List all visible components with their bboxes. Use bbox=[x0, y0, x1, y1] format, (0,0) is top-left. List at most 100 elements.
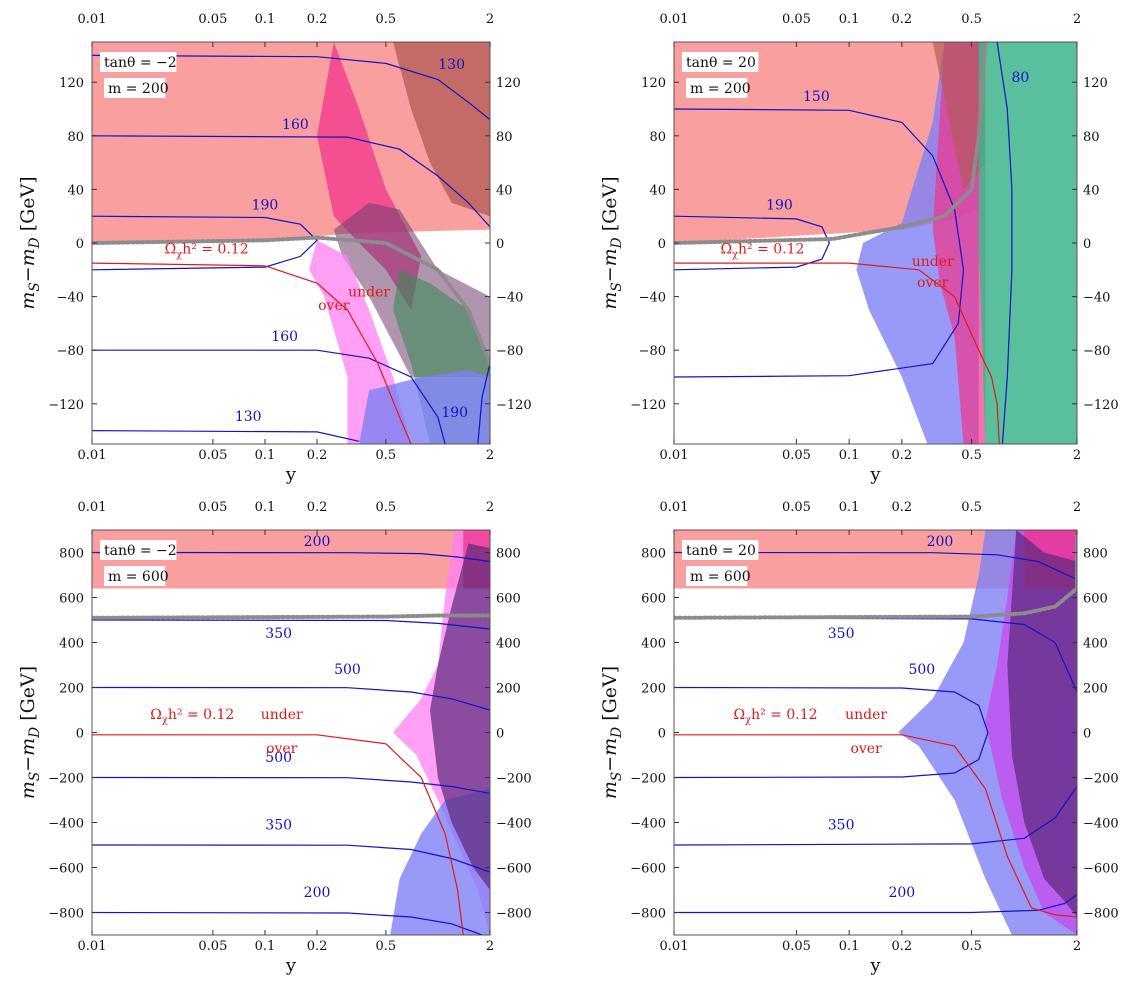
curve-label-3: 500 bbox=[908, 662, 935, 678]
x-axis-label: y bbox=[869, 955, 881, 976]
y-tick-label-right-3: 400 bbox=[496, 637, 521, 652]
curve-label-3: 500 bbox=[334, 662, 361, 678]
annotation-box-1 bbox=[682, 540, 759, 560]
plot-area: 200 350 500 500 350 200 Ωχh² = 0.12 under over bbox=[92, 530, 490, 935]
x-tick-label-top-4: 0.2 bbox=[892, 500, 913, 515]
y-tick-label-left-7: −120 bbox=[630, 398, 666, 413]
y-tick-label-left-5: 0 bbox=[658, 727, 666, 742]
annotation-box-2 bbox=[686, 566, 748, 586]
y-tick-label-left-1: 800 bbox=[641, 547, 666, 562]
y-tick-label-right-8: −600 bbox=[496, 862, 532, 877]
excluded-region-1 bbox=[674, 530, 1077, 589]
curve-label-8: under bbox=[348, 285, 390, 301]
contour-line-5 bbox=[92, 430, 360, 442]
curve-label-9: over bbox=[266, 741, 298, 757]
x-tick-label-bottom-6: 2 bbox=[486, 939, 494, 954]
curve-label-5: under bbox=[912, 254, 954, 270]
x-tick-label-bottom-3: 0.1 bbox=[839, 939, 860, 954]
y-tick-label-left-1: 120 bbox=[59, 76, 84, 91]
y-tick-label-left-2: 600 bbox=[59, 592, 84, 607]
x-tick-label-top-2: 0.05 bbox=[782, 500, 811, 515]
y-tick-label-right-2: 80 bbox=[496, 130, 513, 145]
y-tick-label-right-6: −80 bbox=[1083, 344, 1110, 359]
x-tick-label-top-6: 2 bbox=[486, 500, 494, 515]
y-tick-label-left-3: 400 bbox=[59, 637, 84, 652]
annotation-text-1: tanθ = 20 bbox=[686, 543, 756, 559]
y-tick-label-right-4: 200 bbox=[496, 682, 521, 697]
contour-line-6 bbox=[674, 734, 1077, 918]
contour-line-4 bbox=[92, 349, 446, 444]
x-tick-label-top-6: 2 bbox=[486, 12, 494, 27]
x-axis-label: y bbox=[869, 464, 881, 485]
curve-label-5: 350 bbox=[265, 817, 292, 833]
y-tick-label-left-4: 0 bbox=[76, 237, 84, 252]
x-tick-label-top-3: 0.1 bbox=[839, 12, 860, 27]
annotation-text-1: tanθ = 20 bbox=[686, 55, 756, 71]
curve-label-4: Ωχh² = 0.12 bbox=[720, 242, 804, 261]
excluded-region-7 bbox=[359, 370, 490, 444]
x-tick-label-bottom-1: 0.01 bbox=[78, 448, 107, 463]
y-tick-label-right-1: 800 bbox=[496, 547, 521, 562]
y-tick-label-right-4: 0 bbox=[496, 237, 504, 252]
y-tick-label-right-4: 200 bbox=[1083, 682, 1108, 697]
x-tick-label-top-2: 0.05 bbox=[782, 12, 811, 27]
y-tick-label-right-7: −120 bbox=[1083, 398, 1119, 413]
contour-line-1 bbox=[674, 551, 1077, 581]
y-tick-label-left-2: 80 bbox=[649, 130, 666, 145]
x-tick-label-top-1: 0.01 bbox=[78, 12, 107, 27]
curve-label-3: 190 bbox=[252, 198, 279, 214]
curve-label-8: under bbox=[261, 707, 303, 723]
y-tick-label-left-4: 0 bbox=[658, 237, 666, 252]
dotted-boundary bbox=[92, 613, 490, 620]
y-tick-label-left-5: −40 bbox=[639, 291, 666, 306]
x-tick-label-top-5: 0.5 bbox=[376, 12, 397, 27]
y-tick-label-left-6: −200 bbox=[48, 772, 84, 787]
x-tick-label-bottom-5: 0.5 bbox=[376, 939, 397, 954]
x-tick-label-bottom-3: 0.1 bbox=[255, 939, 276, 954]
curve-label-4: 160 bbox=[271, 329, 298, 345]
excluded-region-3 bbox=[393, 42, 490, 217]
contour-line-4 bbox=[92, 776, 490, 794]
curve-label-1: 200 bbox=[304, 534, 331, 550]
curve-label-6: 190 bbox=[441, 405, 468, 421]
y-tick-label-left-5: −40 bbox=[57, 291, 84, 306]
y-tick-label-right-9: −800 bbox=[496, 907, 532, 922]
annotation-box-1 bbox=[100, 52, 177, 72]
curve-label-6: Ωχh² = 0.12 bbox=[734, 707, 818, 726]
y-tick-label-left-8: −600 bbox=[48, 862, 84, 877]
x-tick-label-bottom-2: 0.05 bbox=[782, 939, 811, 954]
contour-line-2 bbox=[92, 619, 490, 630]
contour-line-3 bbox=[674, 686, 989, 779]
y-tick-label-left-7: −400 bbox=[630, 817, 666, 832]
x-tick-label-bottom-1: 0.01 bbox=[78, 939, 107, 954]
x-tick-label-top-1: 0.01 bbox=[660, 12, 689, 27]
x-tick-label-bottom-6: 2 bbox=[1073, 448, 1081, 463]
y-tick-label-right-5: 0 bbox=[1083, 727, 1091, 742]
y-tick-label-left-5: 0 bbox=[76, 727, 84, 742]
y-tick-label-left-6: −200 bbox=[630, 772, 666, 787]
dotted-boundary bbox=[674, 532, 1077, 620]
y-axis-label: mS−mD [GeV] bbox=[17, 666, 43, 799]
x-tick-label-top-5: 0.5 bbox=[376, 500, 397, 515]
excluded-region-1 bbox=[674, 42, 979, 243]
y-tick-label-right-2: 80 bbox=[1083, 130, 1100, 145]
contour-line-4 bbox=[674, 262, 1000, 444]
y-tick-label-right-3: 40 bbox=[1083, 183, 1100, 198]
x-tick-label-bottom-5: 0.5 bbox=[961, 448, 982, 463]
y-tick-label-right-6: −80 bbox=[496, 344, 523, 359]
y-tick-label-left-2: 600 bbox=[641, 592, 666, 607]
excluded-region-5 bbox=[978, 42, 1077, 444]
y-tick-label-left-3: 40 bbox=[649, 183, 666, 198]
y-tick-label-left-4: 200 bbox=[59, 682, 84, 697]
y-tick-label-right-7: −400 bbox=[496, 817, 532, 832]
curve-label-5: 130 bbox=[235, 409, 262, 425]
curve-label-2: 350 bbox=[828, 626, 855, 642]
y-tick-label-right-1: 120 bbox=[1083, 76, 1108, 91]
x-tick-label-bottom-1: 0.01 bbox=[660, 448, 689, 463]
curve-label-8: over bbox=[850, 741, 882, 757]
curve-label-9: over bbox=[318, 298, 350, 314]
